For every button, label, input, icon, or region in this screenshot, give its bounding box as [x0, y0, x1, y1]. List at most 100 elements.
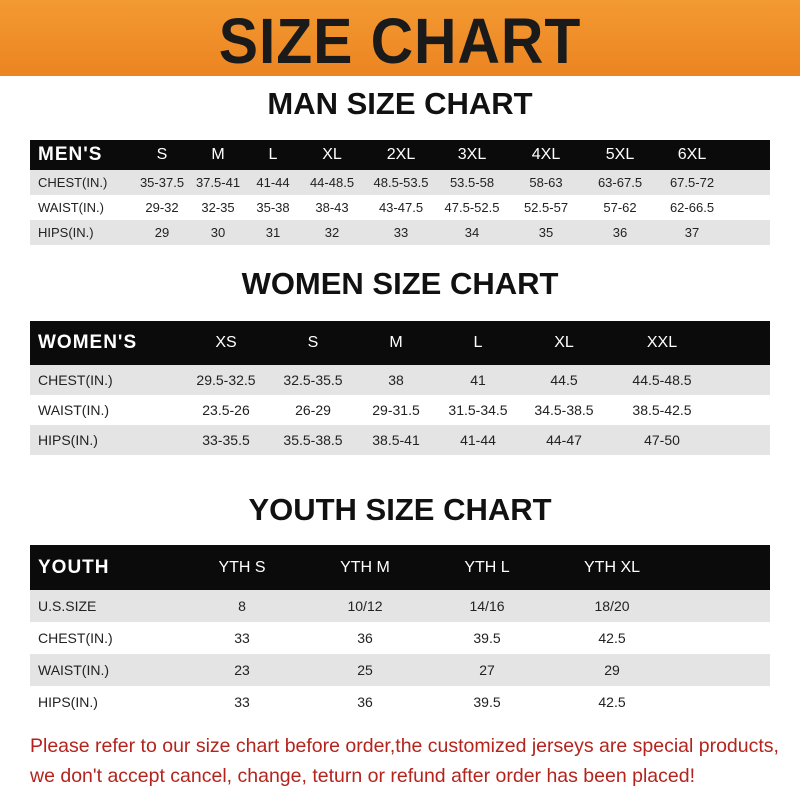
table-cell: 33	[393, 225, 409, 240]
table-cell: 31.5-34.5	[448, 402, 508, 418]
banner-title: SIZE CHART	[218, 5, 582, 77]
notice-line-1: Please refer to our size chart before or…	[30, 735, 779, 757]
table-header-label: WOMEN'S	[38, 332, 138, 353]
table-cell: 41-44	[256, 175, 290, 190]
table-cell: 47-50	[644, 432, 680, 448]
table-cell: 35-37.5	[139, 175, 185, 190]
table-cell: 43-47.5	[378, 200, 424, 215]
size-header-xxl: XXL	[646, 334, 678, 351]
size-header-xl: XL	[554, 334, 574, 351]
youth-section-title: YOUTH SIZE CHART	[248, 492, 552, 527]
table-cell: 38	[388, 372, 404, 388]
size-header-m: M	[389, 334, 403, 351]
size-header-yth-s: YTH S	[218, 558, 266, 576]
size-header-2xl: 2XL	[386, 146, 416, 163]
table-cell: 39.5	[473, 694, 501, 710]
table-cell: 27	[479, 662, 495, 678]
table-cell: 35-38	[256, 200, 290, 215]
table-header-label: YOUTH	[38, 556, 110, 578]
size-header-xs: XS	[215, 334, 237, 351]
table-cell: 29	[604, 662, 620, 678]
table-cell: 48.5-53.5	[373, 175, 429, 190]
table-cell: 29-32	[145, 200, 179, 215]
row-label: CHEST(IN.)	[38, 175, 108, 190]
table-row: HIPS(IN.) 33-35.5 35.5-38.5 38.5-41 41-44 44-…	[30, 425, 770, 455]
table-cell: 42.5	[598, 630, 626, 646]
table-cell: 29.5-32.5	[196, 372, 256, 388]
table-row: CHEST(IN.) 35-37.5 37.5-41 41-44 44-48.5 48.5…	[30, 170, 770, 195]
row-label: WAIST(IN.)	[38, 200, 104, 215]
table-cell: 26-29	[295, 402, 331, 418]
men-size-table: MEN'S S M L XL 2XL 3XL 4XL 5XL 6XL CHEST(IN.) 35-37…	[30, 140, 770, 245]
size-header-6xl: 6XL	[677, 146, 707, 163]
size-header-yth-xl: YTH XL	[583, 558, 641, 576]
table-cell: 29	[154, 225, 170, 240]
table-cell: 67.5-72	[669, 175, 715, 190]
row-label: CHEST(IN.)	[38, 372, 113, 388]
table-cell: 58-63	[529, 175, 563, 190]
table-cell: 62-66.5	[669, 200, 715, 215]
table-header-row: YOUTH YTH S YTH M YTH L YTH XL	[30, 545, 770, 590]
size-header-l: L	[268, 146, 278, 163]
table-cell: 41	[470, 372, 486, 388]
table-cell: 39.5	[473, 630, 501, 646]
size-header-xl: XL	[322, 146, 342, 163]
table-cell: 14/16	[469, 598, 505, 614]
size-header-4xl: 4XL	[531, 146, 561, 163]
women-section-title: WOMEN SIZE CHART	[241, 266, 559, 301]
table-cell: 8	[238, 598, 246, 614]
table-cell: 23.5-26	[202, 402, 250, 418]
table-cell: 35	[538, 225, 554, 240]
table-cell: 52.5-57	[523, 200, 569, 215]
table-row: HIPS(IN.) 29 30 31 32 33 34 35 36 37	[30, 220, 770, 245]
table-cell: 42.5	[598, 694, 626, 710]
table-row: HIPS(IN.) 33 36 39.5 42.5	[30, 686, 770, 718]
table-row: WAIST(IN.) 23 25 27 29	[30, 654, 770, 686]
table-cell: 63-67.5	[597, 175, 643, 190]
table-cell: 38.5-41	[372, 432, 420, 448]
table-cell: 36	[612, 225, 628, 240]
table-cell: 36	[357, 694, 373, 710]
table-cell: 37.5-41	[195, 175, 241, 190]
table-row: WAIST(IN.) 23.5-26 26-29 29-31.5 31.5-34.5 34…	[30, 395, 770, 425]
table-cell: 38-43	[315, 200, 349, 215]
size-header-3xl: 3XL	[457, 146, 487, 163]
table-cell: 37	[684, 225, 700, 240]
table-cell: 33-35.5	[202, 432, 250, 448]
table-cell: 44-48.5	[309, 175, 355, 190]
table-cell: 44.5	[550, 372, 578, 388]
size-header-m: M	[211, 146, 225, 163]
table-cell: 33	[234, 630, 250, 646]
men-section-title: MAN SIZE CHART	[267, 86, 533, 121]
table-cell: 18/20	[594, 598, 630, 614]
table-header-label: MEN'S	[38, 144, 103, 165]
youth-size-table: YOUTH YTH S YTH M YTH L YTH XL U.S.SIZE 8 10/12…	[30, 545, 770, 718]
size-header-l: L	[473, 334, 483, 351]
table-row: WAIST(IN.) 29-32 32-35 35-38 38-43 43-47.5 47.…	[30, 195, 770, 220]
table-cell: 29-31.5	[372, 402, 420, 418]
row-label: CHEST(IN.)	[38, 630, 113, 646]
table-cell: 25	[357, 662, 373, 678]
table-cell: 44-47	[546, 432, 582, 448]
table-header-row: MEN'S S M L XL 2XL 3XL 4XL 5XL 6XL	[30, 140, 770, 170]
table-row: CHEST(IN.) 29.5-32.5 32.5-35.5 38 41 44.5 44.5…	[30, 365, 770, 395]
row-label: HIPS(IN.)	[38, 225, 94, 240]
table-cell: 36	[357, 630, 373, 646]
table-cell: 47.5-52.5	[444, 200, 500, 215]
table-cell: 30	[210, 225, 226, 240]
row-label: WAIST(IN.)	[38, 402, 110, 418]
table-cell: 44.5-48.5	[632, 372, 692, 388]
table-row: CHEST(IN.) 33 36 39.5 42.5	[30, 622, 770, 654]
size-header-yth-m: YTH M	[340, 558, 390, 576]
table-cell: 41-44	[460, 432, 496, 448]
size-chart-banner: SIZE CHART	[0, 0, 800, 77]
table-cell: 32.5-35.5	[283, 372, 343, 388]
size-header-s: S	[156, 146, 168, 163]
table-cell: 32-35	[201, 200, 235, 215]
row-label: HIPS(IN.)	[38, 432, 98, 448]
row-label: WAIST(IN.)	[38, 662, 110, 678]
women-size-table: WOMEN'S XS S M L XL XXL CHEST(IN.) 29.5-32.5 32.5…	[30, 321, 770, 455]
size-header-yth-l: YTH L	[464, 558, 510, 576]
table-cell: 38.5-42.5	[632, 402, 692, 418]
table-cell: 34	[464, 225, 480, 240]
